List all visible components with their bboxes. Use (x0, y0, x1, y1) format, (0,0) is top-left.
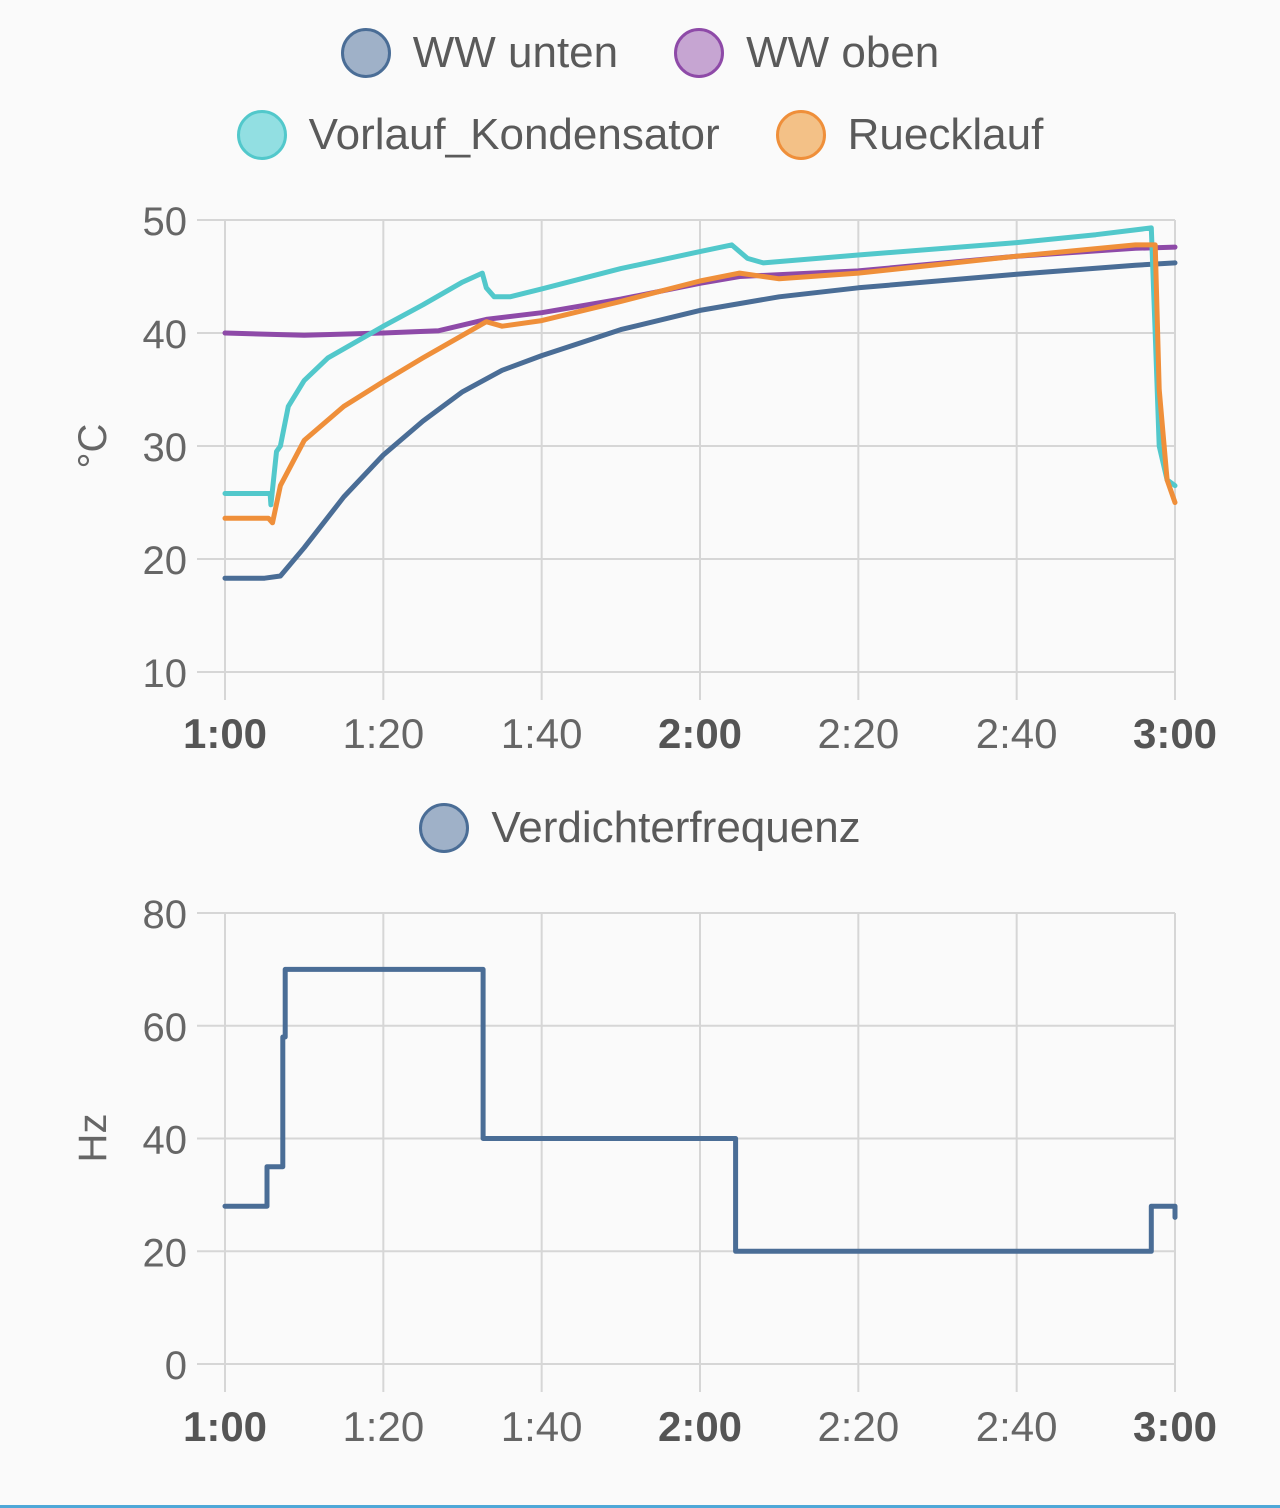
y-tick-label: 0 (165, 1344, 187, 1388)
legend-item-ww-oben[interactable]: WW oben (674, 28, 939, 78)
x-tick-label: 2:00 (658, 1403, 742, 1450)
legend-row-1: WW unten WW oben (0, 28, 1280, 78)
y-tick-label: 20 (143, 1231, 188, 1275)
temperature-chart: 10 20 30 40 50 1:00 1:20 1:40 2:00 2:20 2:40 3:00 °C (71, 200, 1217, 757)
legend-row-3: Verdichterfrequenz (0, 803, 1280, 853)
legend-dot-vorlauf (236, 110, 287, 160)
x-tick-label: 1:20 (342, 1403, 424, 1450)
series-line-verdichterfrequenz[interactable] (222, 966, 1178, 1254)
chart-2-grid (197, 912, 1176, 1392)
x-tick-label: 2:40 (976, 710, 1058, 757)
series-line-ruecklauf[interactable] (222, 242, 1178, 526)
y-tick-label: 50 (143, 200, 188, 244)
y-tick-label: 30 (143, 426, 188, 470)
x-tick-label: 1:00 (183, 710, 267, 757)
x-tick-label: 2:00 (658, 710, 742, 757)
x-tick-label: 2:20 (817, 1403, 899, 1450)
legend-label-verdichterfrequenz: Verdichterfrequenz (491, 803, 861, 852)
y-tick-label: 10 (143, 652, 188, 696)
legend-dot-verdichterfrequenz (419, 803, 470, 853)
x-tick-label: 3:00 (1133, 710, 1217, 757)
legend-label-ww-unten: WW unten (412, 28, 619, 77)
x-tick-label: 2:20 (817, 710, 899, 757)
legend-item-ruecklauf[interactable]: Ruecklauf (775, 110, 1044, 160)
legend-dot-ww-oben (674, 28, 725, 78)
bottom-divider (0, 1505, 1280, 1508)
legend-item-verdichterfrequenz[interactable]: Verdichterfrequenz (419, 803, 861, 853)
y-tick-label: 40 (143, 313, 188, 357)
x-tick-label: 1:40 (501, 710, 583, 757)
legend-row-2: Vorlauf_Kondensator Ruecklauf (0, 110, 1280, 160)
series-line-ww-unten[interactable] (222, 260, 1178, 581)
legend-item-vorlauf[interactable]: Vorlauf_Kondensator (236, 110, 720, 160)
x-tick-label: 1:00 (183, 1403, 267, 1450)
y-tick-label: 60 (143, 1006, 188, 1050)
legend-item-ww-unten[interactable]: WW unten (340, 28, 619, 78)
legend-dot-ww-unten (340, 28, 391, 78)
y-tick-label: 40 (143, 1119, 188, 1163)
y-axis-label: Hz (71, 1114, 115, 1163)
y-tick-label: 80 (143, 893, 188, 937)
series-line-vorlauf-kondensator[interactable] (222, 225, 1178, 508)
x-tick-label: 2:40 (976, 1403, 1058, 1450)
legend-dot-ruecklauf (775, 110, 826, 160)
x-tick-label: 1:40 (501, 1403, 583, 1450)
legend-label-ruecklauf: Ruecklauf (847, 110, 1044, 159)
y-axis-label: °C (71, 424, 115, 469)
legend-label-vorlauf: Vorlauf_Kondensator (308, 110, 720, 159)
x-tick-label: 3:00 (1133, 1403, 1217, 1450)
y-tick-label: 20 (143, 539, 188, 583)
legend-label-ww-oben: WW oben (746, 28, 940, 77)
x-tick-label: 1:20 (342, 710, 424, 757)
